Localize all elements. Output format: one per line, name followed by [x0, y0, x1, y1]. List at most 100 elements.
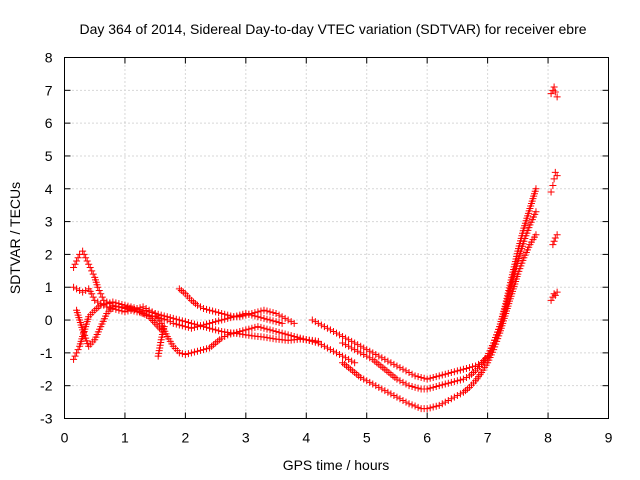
data-point — [275, 328, 283, 336]
data-point — [157, 311, 165, 319]
data-point — [245, 325, 253, 333]
data-point — [550, 290, 558, 298]
data-point — [550, 237, 558, 245]
data-point — [227, 312, 235, 320]
data-point — [193, 301, 201, 309]
data-point — [85, 260, 93, 268]
data-point — [453, 377, 461, 385]
data-point — [272, 318, 280, 326]
x-tick-label: 1 — [121, 430, 129, 446]
data-point — [366, 378, 374, 386]
x-tick-label: 4 — [302, 430, 310, 446]
data-point — [98, 293, 106, 301]
y-tick-label: 8 — [45, 50, 53, 66]
data-point — [372, 351, 380, 359]
data-point — [106, 299, 114, 307]
data-point — [348, 337, 356, 345]
data-point — [73, 349, 81, 357]
data-point — [342, 341, 350, 349]
data-point — [269, 317, 277, 325]
data-point — [178, 317, 186, 325]
data-point — [363, 377, 371, 385]
data-point — [384, 388, 392, 396]
data-point — [181, 351, 189, 359]
x-axis-label: GPS time / hours — [283, 457, 390, 473]
data-point — [384, 357, 392, 365]
x-tick-label: 9 — [605, 430, 613, 446]
data-point — [218, 316, 226, 324]
data-point — [248, 309, 256, 317]
data-point — [88, 290, 96, 298]
data-point — [175, 349, 183, 357]
data-point — [224, 311, 232, 319]
data-point — [369, 349, 377, 357]
data-point — [459, 365, 467, 373]
x-tick-label: 8 — [544, 430, 552, 446]
data-point — [450, 378, 458, 386]
data-point — [411, 402, 419, 410]
data-point — [269, 327, 277, 335]
data-points — [70, 83, 561, 413]
data-point — [551, 291, 559, 299]
y-tick-label: 2 — [45, 246, 53, 262]
y-axis-label: SDTVAR / TECUs — [7, 182, 23, 294]
data-point — [456, 376, 464, 384]
y-tick-label: -3 — [40, 411, 53, 427]
data-point — [89, 270, 97, 278]
series-arc-9 — [339, 231, 540, 413]
series-arc-6 — [154, 323, 168, 360]
data-point — [396, 395, 404, 403]
data-point — [103, 300, 111, 308]
data-point — [532, 185, 540, 193]
data-point — [178, 350, 186, 358]
data-point — [317, 321, 325, 329]
data-point — [354, 341, 362, 349]
data-point — [326, 326, 334, 334]
data-point — [175, 316, 183, 324]
data-point — [206, 324, 214, 332]
data-point — [432, 373, 440, 381]
data-point — [70, 283, 78, 291]
data-point — [405, 369, 413, 377]
data-point — [314, 339, 322, 347]
grid-lines — [64, 57, 609, 419]
data-point — [429, 383, 437, 391]
data-point — [79, 288, 87, 296]
data-point — [305, 337, 313, 345]
x-tick-label: 3 — [242, 430, 250, 446]
data-point — [278, 329, 286, 337]
data-point — [438, 371, 446, 379]
data-point — [444, 396, 452, 404]
data-point — [317, 341, 325, 349]
data-point — [203, 323, 211, 331]
data-point — [154, 310, 162, 318]
data-point — [469, 363, 476, 371]
data-point — [459, 375, 467, 383]
data-point — [351, 346, 359, 354]
data-point — [100, 300, 108, 308]
data-point — [281, 314, 289, 322]
data-point — [308, 316, 316, 324]
data-point — [94, 298, 102, 306]
x-tick-label: 2 — [181, 430, 189, 446]
data-point — [94, 283, 102, 291]
data-point — [345, 342, 353, 350]
data-point — [399, 365, 407, 373]
data-point — [336, 351, 344, 359]
data-point — [360, 344, 368, 352]
data-point — [435, 372, 443, 380]
data-point — [172, 315, 180, 323]
data-point — [363, 352, 371, 360]
data-point — [357, 373, 365, 381]
data-point — [275, 311, 283, 319]
data-point — [450, 393, 458, 401]
data-point — [190, 348, 198, 356]
data-point — [551, 234, 559, 242]
data-point — [553, 288, 561, 296]
data-point — [453, 392, 461, 400]
data-point — [405, 400, 413, 408]
data-point — [245, 310, 253, 318]
x-tick-label: 7 — [484, 430, 492, 446]
data-point — [215, 317, 223, 325]
data-point — [420, 374, 428, 382]
